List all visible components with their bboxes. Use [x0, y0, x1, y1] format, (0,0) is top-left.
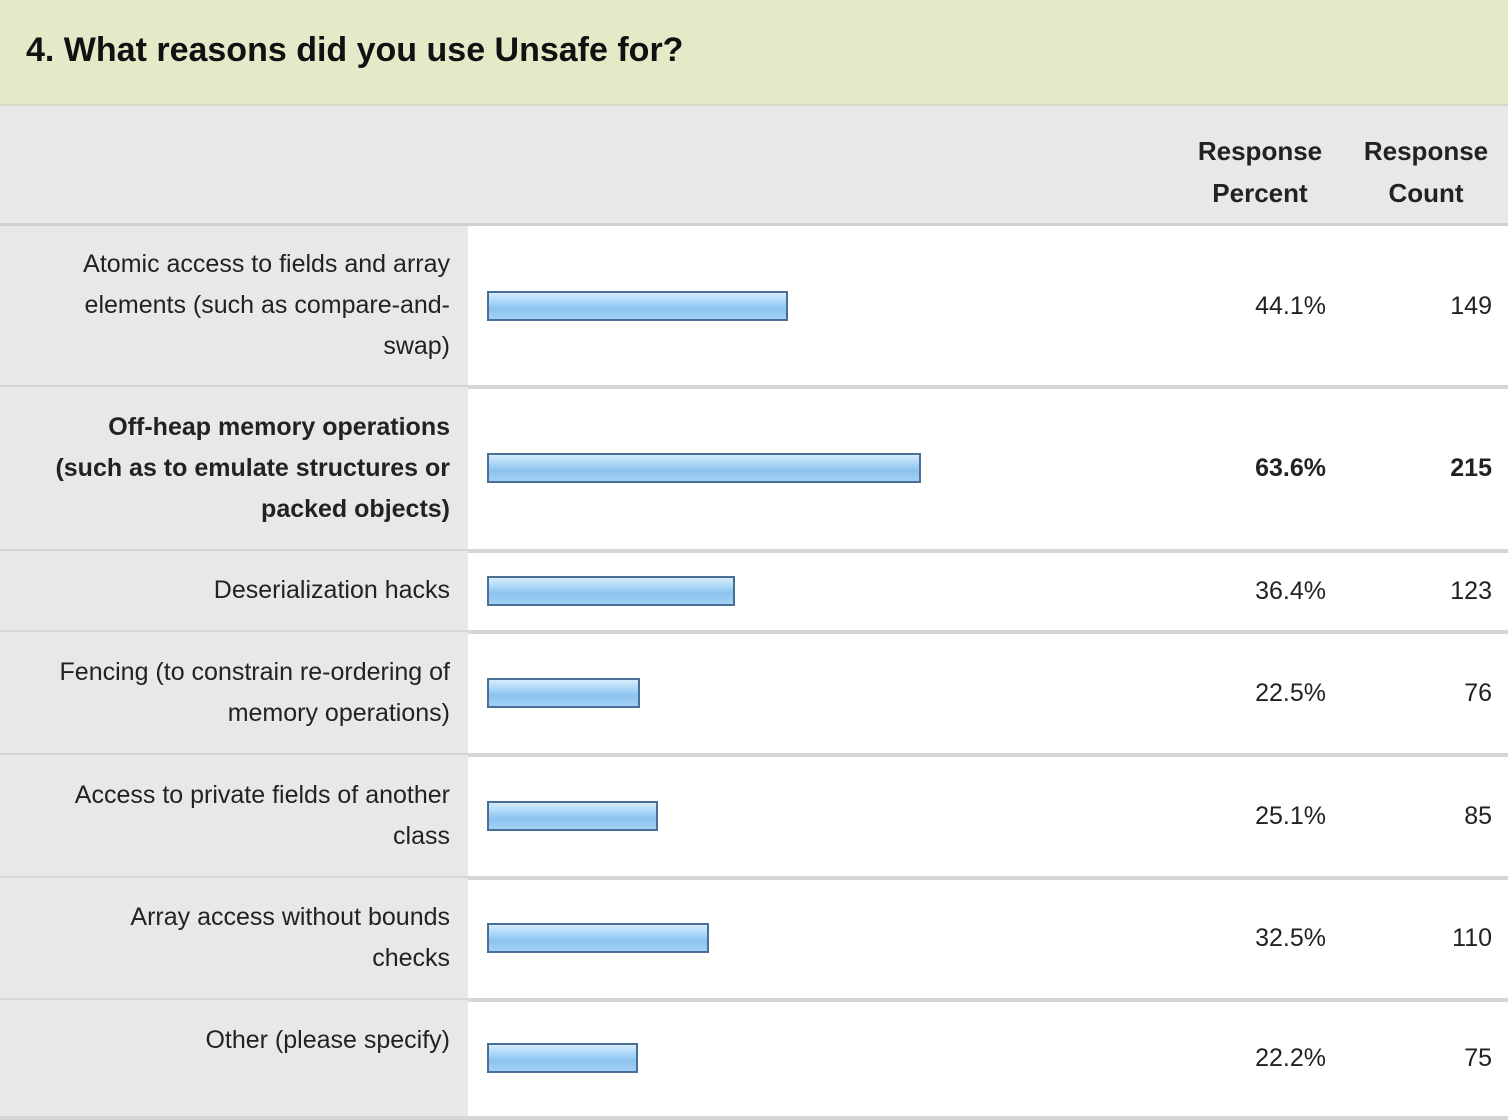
response-percent-value: 32.5%	[1255, 924, 1326, 952]
response-count-value: 85	[1464, 802, 1492, 830]
row-label: Array access without bounds checks	[8, 897, 450, 979]
response-percent-value: 36.4%	[1255, 577, 1326, 605]
response-percent-header: Response Percent	[1180, 130, 1340, 214]
response-count-value: 76	[1464, 679, 1492, 707]
row-label-cell: Fencing (to constrain re-ordering of memo…	[0, 632, 468, 753]
row-label-cell: Other (please specify)	[0, 1000, 468, 1116]
response-bar	[487, 923, 709, 953]
table-row: Array access without bounds checks 32.5% 11…	[0, 878, 1508, 1002]
question-title: 4. What reasons did you use Unsafe for?	[26, 31, 684, 69]
row-label: Other (please specify)	[8, 1020, 450, 1061]
response-count-header: Response Count	[1346, 130, 1506, 214]
row-label: Atomic access to fields and array element…	[8, 244, 450, 367]
row-label-cell: Access to private fields of another class	[0, 755, 468, 876]
response-bar	[487, 801, 658, 831]
row-label-cell: Atomic access to fields and array element…	[0, 226, 468, 385]
response-bar	[487, 291, 788, 321]
row-label: Off-heap memory operations (such as to em…	[8, 407, 450, 530]
row-label-line: Access to private fields of another	[74, 781, 450, 809]
row-label-line: Fencing (to constrain re-ordering of	[59, 658, 450, 686]
table-row: Deserialization hacks 36.4% 123	[0, 551, 1508, 634]
row-label-line: (such as to emulate structures or	[55, 454, 450, 482]
response-count-value: 110	[1452, 924, 1492, 952]
row-label-line: packed objects)	[261, 495, 450, 523]
row-label: Deserialization hacks	[8, 570, 450, 611]
response-count-value: 149	[1450, 292, 1492, 320]
response-count-header-line1: Response	[1363, 136, 1489, 166]
response-count-value: 215	[1450, 454, 1492, 482]
response-percent-value: 25.1%	[1255, 802, 1326, 830]
row-label-line: elements (such as compare-and-	[84, 291, 450, 319]
row-label-line: Other (please specify)	[205, 1026, 450, 1054]
response-count-value: 123	[1450, 577, 1492, 605]
row-label-line: checks	[372, 944, 450, 972]
response-count-header-line2: Count	[1388, 178, 1464, 208]
response-percent-value: 63.6%	[1255, 454, 1326, 482]
row-label-cell: Off-heap memory operations (such as to em…	[0, 387, 468, 549]
response-percent-value: 44.1%	[1255, 292, 1326, 320]
table-row: Other (please specify) 22.2% 75	[0, 1000, 1508, 1120]
row-label-cell: Array access without bounds checks	[0, 878, 468, 998]
row-label-cell: Deserialization hacks	[0, 551, 468, 630]
response-count-value: 75	[1464, 1044, 1492, 1072]
row-label: Fencing (to constrain re-ordering of memo…	[8, 652, 450, 734]
response-bar	[487, 1043, 638, 1073]
response-bar	[487, 576, 735, 606]
row-label-line: Deserialization hacks	[213, 576, 450, 604]
row-label-line: swap)	[383, 332, 450, 360]
row-label-line: Off-heap memory operations	[108, 413, 450, 441]
response-bar	[487, 453, 921, 483]
table-header-row: Response Percent Response Count	[0, 106, 1508, 226]
response-percent-header-line1: Response	[1197, 136, 1323, 166]
table-row: Off-heap memory operations (such as to em…	[0, 387, 1508, 553]
question-header: 4. What reasons did you use Unsafe for?	[0, 0, 1508, 106]
response-percent-header-line2: Percent	[1212, 178, 1308, 208]
response-percent-value: 22.2%	[1255, 1044, 1326, 1072]
row-label-line: memory operations)	[227, 699, 450, 727]
table-row: Fencing (to constrain re-ordering of memo…	[0, 632, 1508, 757]
table-row: Access to private fields of another class…	[0, 755, 1508, 880]
row-label-line: class	[393, 822, 450, 850]
row-label-line: Array access without bounds	[130, 903, 450, 931]
row-label: Access to private fields of another class	[8, 775, 450, 857]
table-row: Atomic access to fields and array element…	[0, 226, 1508, 389]
response-bar	[487, 678, 640, 708]
row-label-line: Atomic access to fields and array	[83, 250, 450, 278]
response-percent-value: 22.5%	[1255, 679, 1326, 707]
